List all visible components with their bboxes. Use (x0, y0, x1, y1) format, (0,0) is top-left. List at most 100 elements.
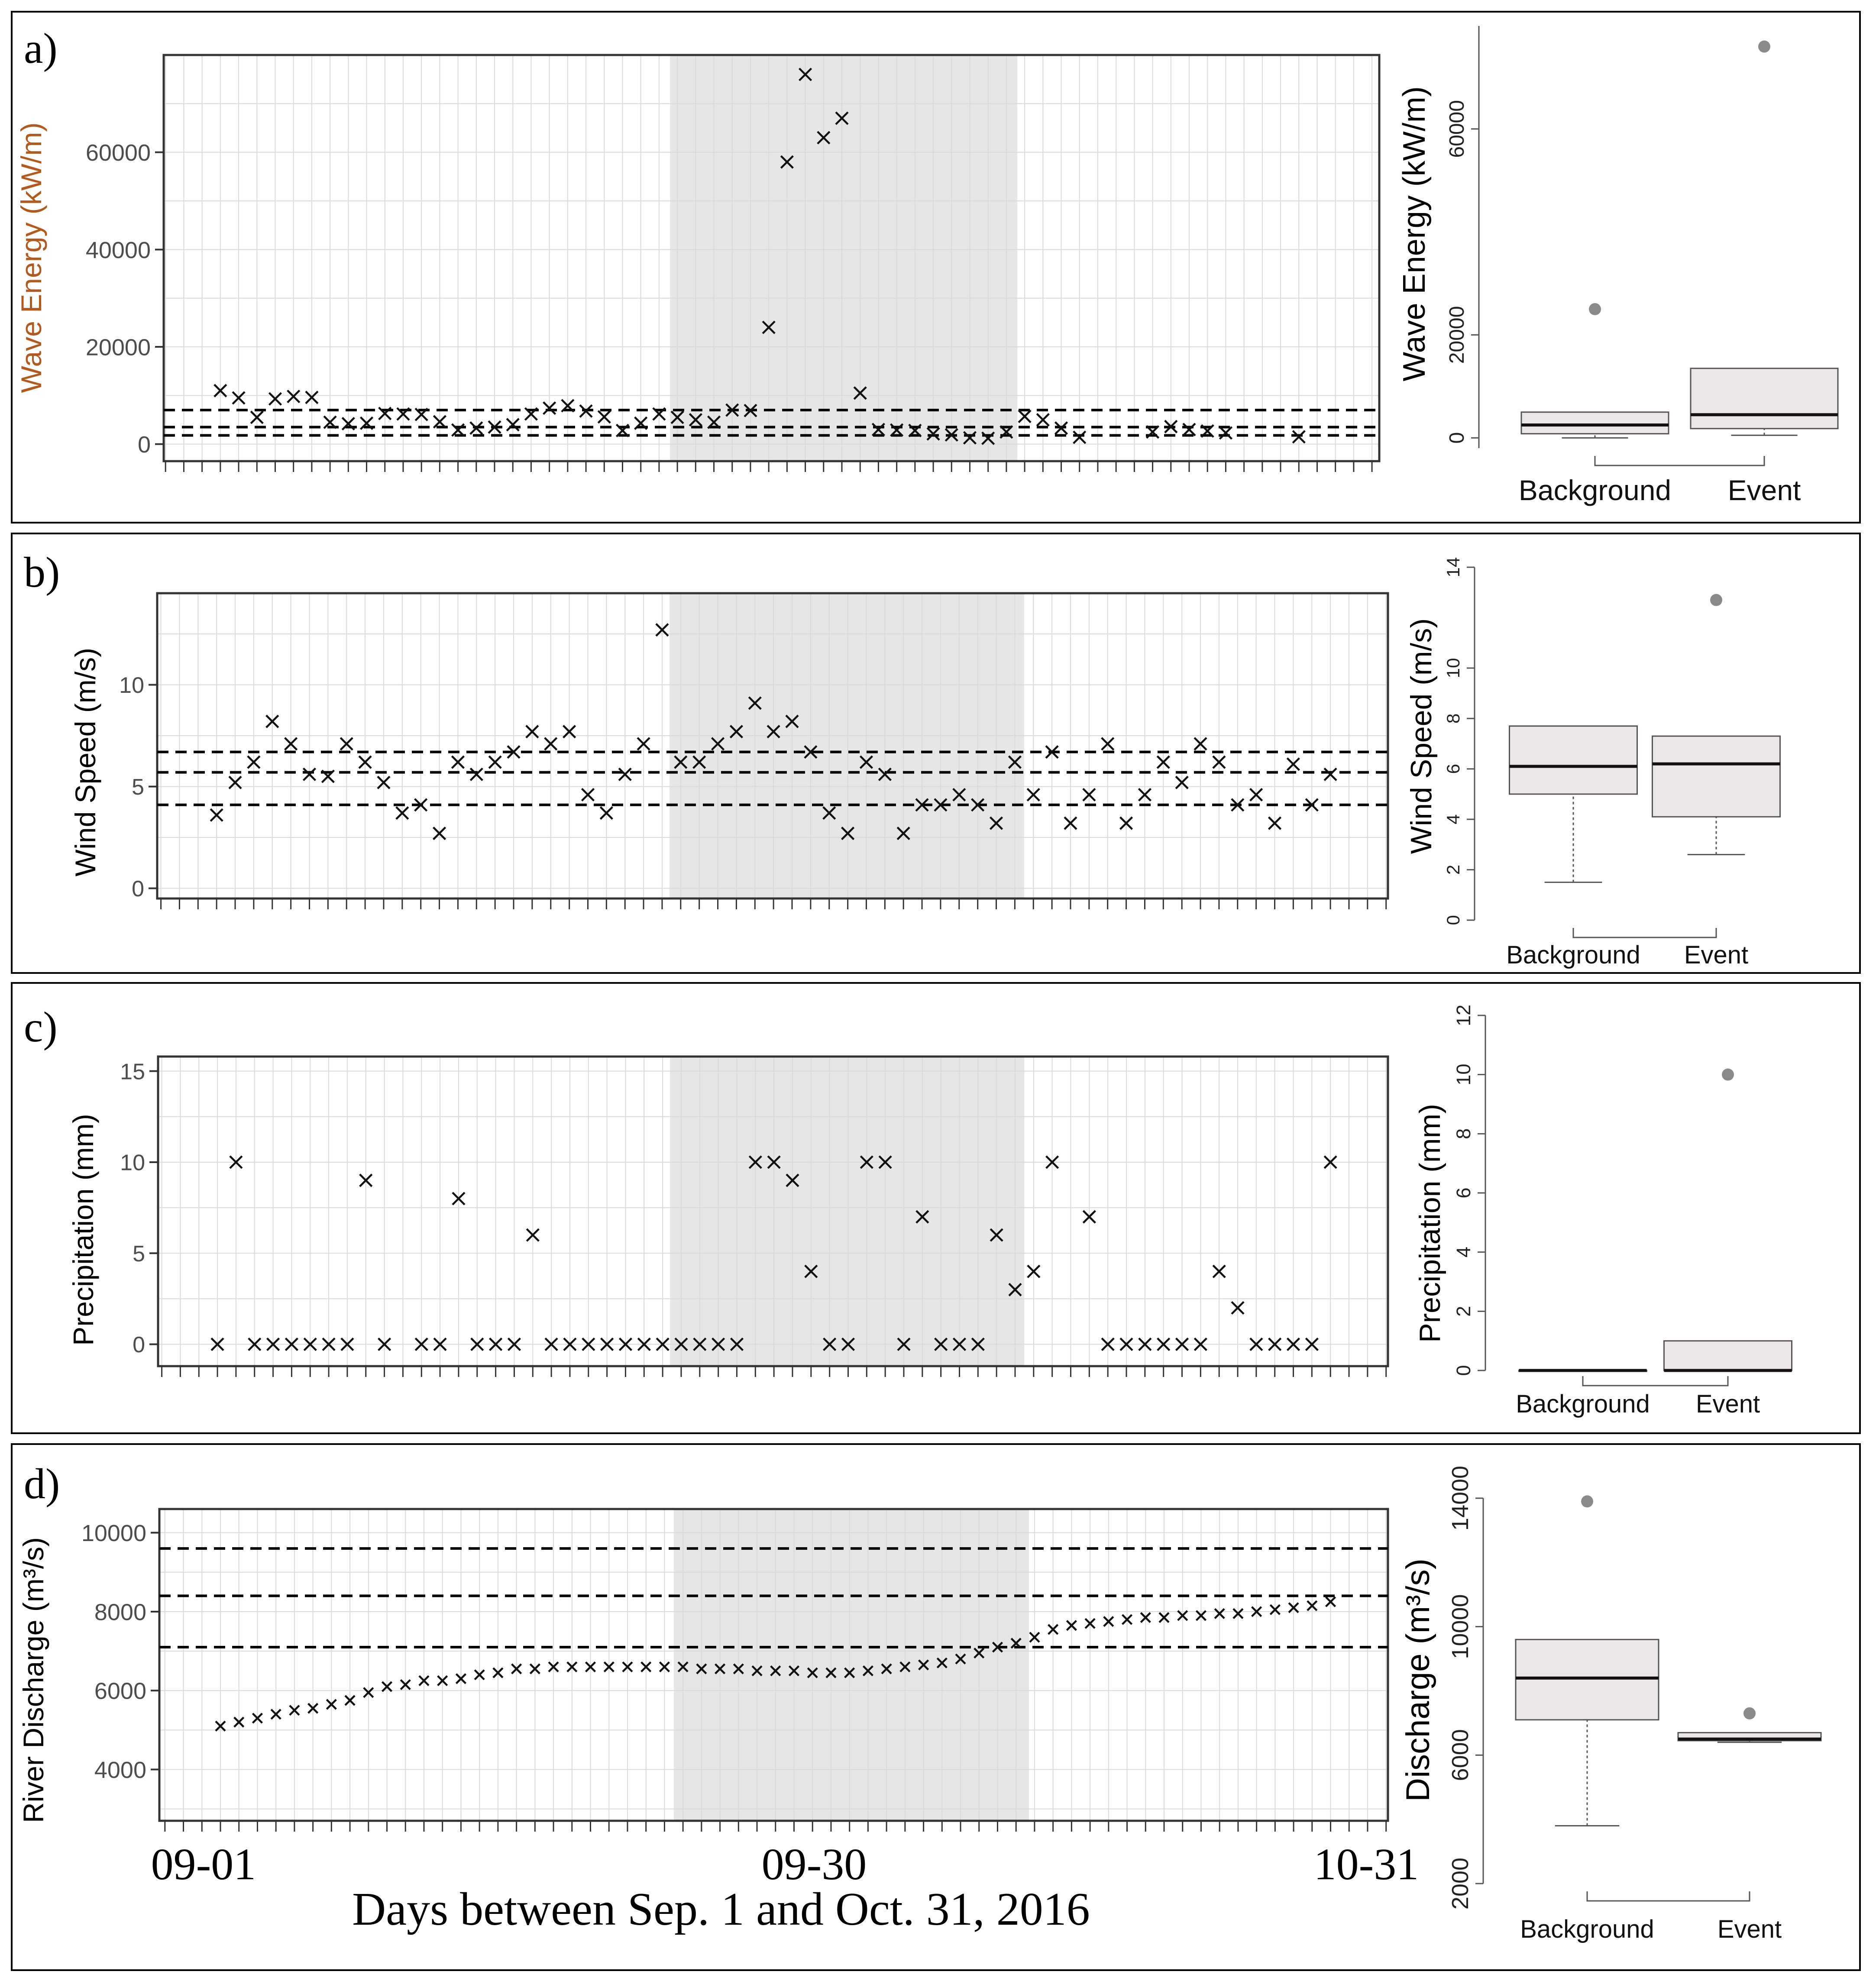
box-iqr (1509, 725, 1638, 795)
box-outlier (1710, 594, 1722, 606)
data-point (489, 1337, 503, 1351)
data-point (1292, 430, 1306, 444)
data-point (1103, 1616, 1114, 1627)
data-point (1231, 1301, 1245, 1315)
data-point (670, 410, 684, 424)
data-point (1212, 755, 1226, 769)
plot-frame (158, 1508, 1389, 1822)
box-ylabel-a: Wave Energy (kW/m) (1397, 86, 1432, 381)
data-point (767, 1155, 781, 1169)
data-point (395, 806, 409, 820)
data-point (1249, 1337, 1263, 1351)
box-category-label: Event (1696, 1390, 1760, 1418)
data-point (618, 1337, 633, 1351)
data-point (1121, 1614, 1133, 1625)
data-point (1232, 1608, 1244, 1619)
box-y-tick-label: 6 (1452, 1187, 1475, 1198)
x-tick-label: 10-31 (1314, 1839, 1419, 1889)
data-point (748, 1155, 762, 1169)
data-point (455, 1673, 467, 1684)
data-point (451, 423, 465, 437)
data-point (474, 1669, 485, 1680)
data-point (414, 1337, 428, 1351)
plot-frame (162, 54, 1381, 462)
box-y-tick-label: 0 (1452, 1365, 1475, 1376)
data-point (944, 428, 958, 442)
data-point (1082, 788, 1096, 801)
y-tick-label: 0 (132, 876, 144, 902)
box-category-label: Event (1728, 474, 1801, 506)
data-point (1064, 816, 1077, 830)
data-point (1158, 1612, 1170, 1623)
box-y-tick-label: 12 (1452, 1005, 1475, 1026)
plot-frame (157, 1055, 1389, 1367)
data-point (359, 416, 374, 430)
y-tick-label: 0 (138, 432, 151, 458)
data-point (340, 1337, 354, 1351)
data-point (926, 427, 940, 441)
data-point (1008, 1283, 1022, 1296)
y-tick-label: 0 (133, 1332, 145, 1357)
data-point (1018, 410, 1032, 423)
panel-label-c: c) (24, 1003, 58, 1051)
y-tick-label: 4000 (94, 1757, 146, 1783)
data-point (511, 1663, 522, 1674)
box-y-tick-label: 2000 (1447, 1858, 1473, 1910)
data-point (637, 737, 650, 751)
event-window-shading (670, 593, 1024, 898)
data-point (322, 1337, 336, 1351)
data-point (918, 1659, 929, 1671)
data-point (1268, 816, 1282, 830)
data-point (303, 1337, 317, 1351)
data-point (1164, 420, 1178, 433)
box-iqr (1520, 411, 1669, 435)
data-point (634, 416, 648, 430)
panel-label-b: b) (24, 548, 60, 596)
box-outlier (1743, 1707, 1756, 1719)
data-point (899, 1661, 911, 1673)
data-point (780, 155, 794, 169)
y-tick-label: 5 (132, 775, 144, 800)
data-point (1008, 755, 1022, 769)
box-iqr (1663, 1340, 1792, 1371)
data-point (1323, 1155, 1337, 1169)
data-point (655, 623, 669, 637)
data-point (1073, 430, 1087, 444)
data-point (247, 755, 261, 769)
data-point (822, 806, 836, 820)
data-point (1231, 798, 1245, 812)
data-point (1066, 1620, 1077, 1631)
data-point (974, 1648, 985, 1659)
data-point (566, 1661, 578, 1673)
data-point (804, 1264, 818, 1278)
data-point (825, 1667, 837, 1678)
data-point (725, 403, 739, 417)
box-y-tick-label: 10 (1443, 658, 1463, 678)
data-point (451, 755, 465, 769)
x-tick-label: 09-30 (762, 1839, 867, 1889)
data-point (714, 1663, 726, 1674)
boxplot: 0 2 4 6 8 10 14 Background Event (1443, 557, 1781, 969)
data-point (284, 737, 298, 751)
data-point (492, 1667, 504, 1678)
data-point (1026, 788, 1040, 801)
data-point (999, 425, 1013, 439)
data-point (1195, 1610, 1207, 1621)
box-y-tick-label: 0 (1446, 432, 1468, 444)
data-point (841, 827, 855, 840)
box-y-tick-label: 4 (1452, 1247, 1475, 1257)
y-tick-label: 10 (119, 673, 144, 698)
data-point (908, 423, 922, 437)
data-point (878, 767, 892, 781)
box-y-tick-label: 0 (1443, 915, 1463, 925)
data-point (289, 1705, 300, 1716)
data-point (1212, 1264, 1226, 1278)
data-point (232, 391, 246, 405)
data-point (915, 1210, 929, 1224)
y-tick-label: 40000 (86, 237, 151, 263)
data-point (524, 407, 538, 421)
data-point (340, 737, 353, 751)
data-point (359, 1173, 373, 1187)
box-y-tick-label: 8 (1443, 714, 1463, 724)
